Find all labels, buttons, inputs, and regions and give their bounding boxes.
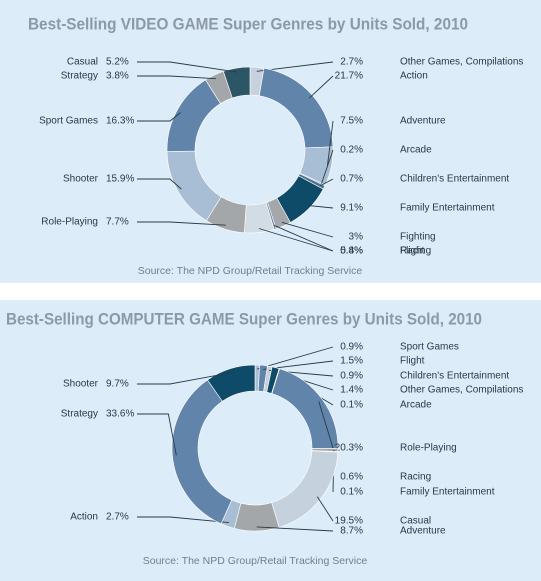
leader-line <box>137 178 182 190</box>
leader-line <box>256 526 334 532</box>
value-label: 0.6% <box>340 472 363 483</box>
category-label: Family Entertainment <box>400 487 495 498</box>
category-label: Racing <box>400 246 431 257</box>
leader-line <box>137 221 226 226</box>
category-label: Arcade <box>400 145 432 156</box>
value-label: 19.5% <box>335 516 363 527</box>
category-label: Action <box>70 512 98 523</box>
leader-line <box>137 413 177 456</box>
category-label: Shooter <box>63 379 99 390</box>
category-label: Arcade <box>400 400 432 411</box>
value-label: 15.9% <box>106 174 134 185</box>
source-note: Source: The NPD Group/Retail Tracking Se… <box>143 555 368 567</box>
value-label: 33.6% <box>106 409 134 420</box>
category-label: Flight <box>400 356 425 367</box>
category-label: Children's Entertainment <box>400 371 509 382</box>
category-label: Casual <box>67 57 98 68</box>
leader-line <box>137 75 216 80</box>
category-label: Sport Games <box>39 116 98 127</box>
value-label: 0.9% <box>340 371 363 382</box>
category-label: Children's Entertainment <box>400 174 509 185</box>
chart-title: Best-Selling COMPUTER GAME Super Genres … <box>6 309 482 328</box>
leader-line <box>258 228 334 252</box>
leader-line <box>257 346 334 370</box>
category-label: Racing <box>400 472 431 483</box>
value-label: 0.7% <box>340 174 363 185</box>
donut-slice <box>222 66 251 99</box>
value-label: 3.8% <box>106 71 129 82</box>
value-label: 5.2% <box>106 57 129 68</box>
category-label: Role-Playing <box>400 443 457 454</box>
panel <box>0 300 541 581</box>
category-label: Sport Games <box>400 342 459 353</box>
leader-line <box>309 75 334 99</box>
donut-slice <box>207 364 256 402</box>
separator <box>0 283 541 300</box>
category-label: Other Games, Compilations <box>400 57 523 68</box>
leader-line <box>281 221 334 238</box>
category-label: Adventure <box>400 526 446 537</box>
category-label: Family Entertainment <box>400 203 495 214</box>
value-label: 0.1% <box>340 400 363 411</box>
category-label: Flight <box>400 246 425 257</box>
leader-line <box>318 401 334 449</box>
value-label: 1.4% <box>340 385 363 396</box>
category-label: Strategy <box>61 71 98 82</box>
leader-line <box>137 112 181 122</box>
value-label: 20.3% <box>335 443 363 454</box>
value-label: 16.3% <box>106 116 134 127</box>
leader-line <box>327 120 334 166</box>
leader-line <box>321 149 334 184</box>
leader-line <box>316 496 334 522</box>
leader-line <box>137 372 232 385</box>
value-label: 0.2% <box>340 145 363 156</box>
value-label: 7.5% <box>340 116 363 127</box>
value-label: 9.7% <box>106 379 129 390</box>
value-label: 7.7% <box>106 217 129 228</box>
panel <box>0 0 541 283</box>
category-label: Role-Playing <box>41 217 98 228</box>
category-label: Strategy <box>61 409 98 420</box>
leader-line <box>306 204 334 209</box>
leader-line <box>137 516 229 524</box>
value-label: 8.7% <box>340 526 363 537</box>
category-label: Other Games, Compilations <box>400 385 523 396</box>
source-note: Source: The NPD Group/Retail Tracking Se… <box>138 265 363 277</box>
category-label: Fighting <box>400 232 436 243</box>
value-label: 5.8% <box>340 246 363 257</box>
value-label: 0.4% <box>340 246 363 257</box>
chart-title: Best-Selling VIDEO GAME Super Genres by … <box>28 14 468 33</box>
category-label: Adventure <box>400 116 446 127</box>
leader-line <box>137 61 238 73</box>
category-label: Shooter <box>63 174 99 185</box>
value-label: 21.7% <box>335 71 363 82</box>
value-label: 0.9% <box>340 342 363 353</box>
value-label: 3% <box>349 232 364 243</box>
category-label: Casual <box>400 516 431 527</box>
category-label: Action <box>400 71 428 82</box>
value-label: 2.7% <box>340 57 363 68</box>
value-label: 9.1% <box>340 203 363 214</box>
leader-line <box>273 224 334 252</box>
leader-line <box>320 178 334 187</box>
value-label: 1.5% <box>340 356 363 367</box>
value-label: 0.1% <box>340 487 363 498</box>
value-label: 2.7% <box>106 512 129 523</box>
